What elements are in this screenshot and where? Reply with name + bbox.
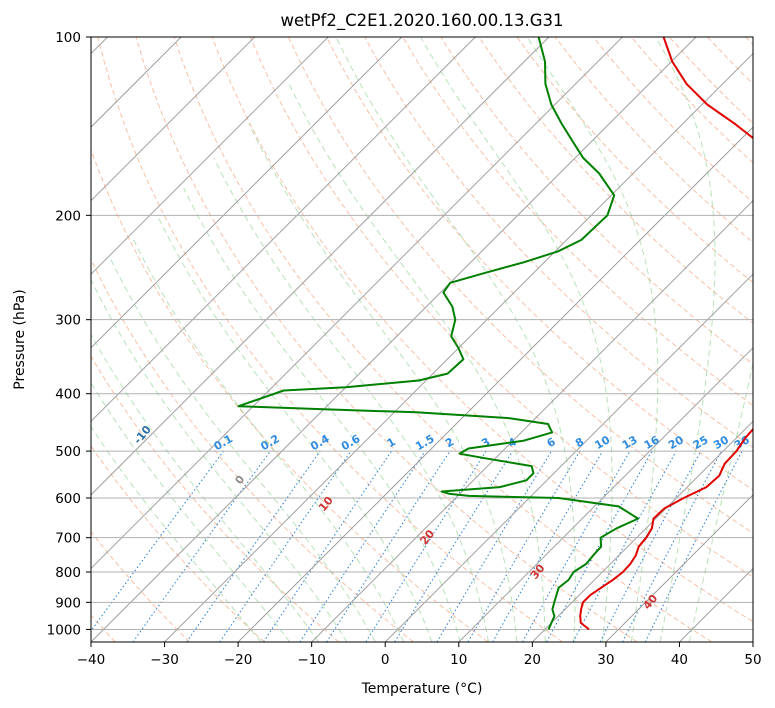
mixing-ratio-line xyxy=(91,450,224,632)
moist-adiabat xyxy=(109,256,376,642)
moist-adiabat xyxy=(655,37,716,642)
isotherm xyxy=(237,126,753,642)
y-axis-label: Pressure (hPa) xyxy=(12,289,28,389)
dry-adiabat xyxy=(135,37,638,642)
y-tick-label: 700 xyxy=(55,531,81,547)
x-axis: −40 −30 −20 −10 0 10 20 30 40 50 xyxy=(77,642,762,668)
dry-adiabat xyxy=(91,445,265,642)
x-tick-label: −10 xyxy=(297,652,326,668)
dry-adiabat xyxy=(478,37,753,324)
moist-adiabat xyxy=(335,37,576,642)
isotherm xyxy=(531,420,753,642)
moist-adiabat xyxy=(688,360,753,642)
moist-adiabat xyxy=(91,278,348,642)
moist-adiabat xyxy=(526,37,659,642)
isotherm xyxy=(91,37,550,496)
x-tick-label: 40 xyxy=(671,652,688,668)
x-tick-label: −30 xyxy=(150,652,179,668)
isotherm xyxy=(605,494,753,642)
y-tick-label: 200 xyxy=(55,208,81,224)
y-tick-label: 500 xyxy=(55,444,81,460)
isotherm xyxy=(91,37,403,349)
moist-adiabat xyxy=(91,381,291,642)
mixing-ratio-line xyxy=(326,450,451,642)
pressure-gridlines xyxy=(91,37,753,630)
dry-adiabat xyxy=(97,37,563,642)
mixing-ratio-line xyxy=(546,450,653,642)
y-axis: 100 200 300 400 500 600 700 800 900 1000 xyxy=(47,30,91,638)
isotherm xyxy=(91,37,476,423)
y-tick-label: 100 xyxy=(55,30,81,46)
isotherm xyxy=(311,199,753,642)
mixing-ratio-line xyxy=(263,450,392,642)
moist-adiabat xyxy=(420,37,613,642)
mixing-ratio-line xyxy=(394,450,514,642)
x-tick-label: 20 xyxy=(524,652,541,668)
dry-adiabat xyxy=(516,37,753,284)
moist-adiabat xyxy=(91,425,262,642)
x-tick-label: 10 xyxy=(450,652,467,668)
dry-adiabat xyxy=(91,148,489,642)
x-axis-label: Temperature (°C) xyxy=(361,681,483,697)
mixing-ratio-line xyxy=(572,450,677,642)
plot-frame xyxy=(90,36,754,643)
x-tick-label: 50 xyxy=(744,652,761,668)
x-tick-label: −20 xyxy=(224,652,253,668)
moist-adiabat xyxy=(183,187,461,642)
y-tick-label: 600 xyxy=(55,491,81,507)
y-tick-label: 1000 xyxy=(47,622,81,638)
moist-adiabat xyxy=(288,83,546,642)
x-tick-label: 30 xyxy=(597,652,614,668)
y-tick-label: 300 xyxy=(55,313,81,329)
y-tick-label: 800 xyxy=(55,565,81,581)
dry-adiabat xyxy=(91,355,340,642)
dewpoint-profile xyxy=(237,37,640,630)
mixing-ratio-line xyxy=(522,450,631,642)
mixing-ratio-line xyxy=(132,450,271,642)
moist-adiabat xyxy=(91,333,319,642)
dry-adiabat xyxy=(402,37,753,407)
y-tick-label: 900 xyxy=(55,595,81,611)
dry-adiabat xyxy=(211,37,753,623)
dry-adiabat xyxy=(326,37,753,491)
x-tick-label: −40 xyxy=(77,652,106,668)
isotherm xyxy=(91,37,697,642)
isotherm xyxy=(164,52,753,642)
y-tick-label: 400 xyxy=(55,387,81,403)
mixing-ratio-line xyxy=(219,450,352,642)
mixing-ratio-line xyxy=(299,450,426,642)
dry-adiabat xyxy=(249,37,753,578)
isotherm xyxy=(384,273,753,642)
isotherm xyxy=(458,347,753,642)
isotherm xyxy=(91,37,256,202)
background-lines xyxy=(91,37,753,642)
sounding-profiles xyxy=(237,37,753,631)
isotherm xyxy=(91,37,329,275)
chart-title: wetPf2_C2E1.2020.160.00.13.G31 xyxy=(280,11,563,31)
mixing-ratio-line xyxy=(644,450,743,642)
moist-adiabat xyxy=(133,239,405,642)
dry-adiabat xyxy=(91,531,191,642)
mixing-ratio-line xyxy=(186,450,321,642)
isotherm xyxy=(91,37,623,570)
x-tick-label: 0 xyxy=(381,652,390,668)
moist-adiabat xyxy=(156,215,433,642)
temperature-profile xyxy=(579,37,753,631)
